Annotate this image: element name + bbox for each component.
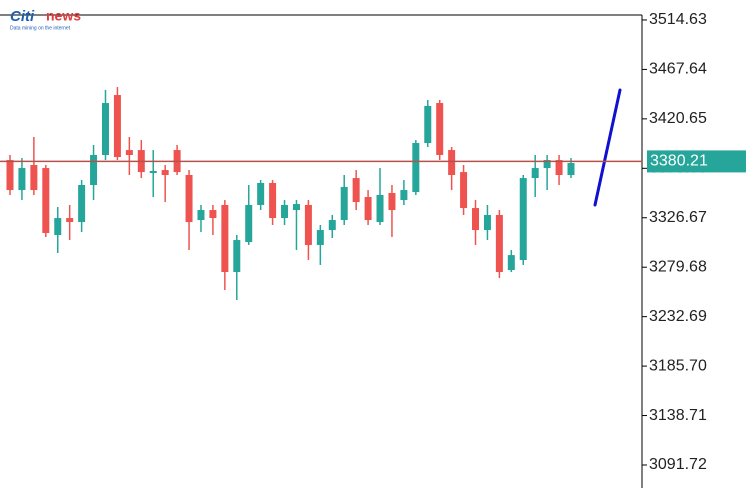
candle-body [6,160,14,191]
candle-body [197,210,205,221]
y-tick-label: 3279.68 [649,258,707,275]
candle-body [221,204,229,273]
candle-body [388,192,396,211]
candle-body [472,208,480,231]
price-label-box [647,150,746,173]
candle-body [30,165,38,191]
candle-body [245,204,253,243]
candle-body [209,210,217,219]
logo: Citi news Data mining on the internet [10,8,81,32]
candle-body [495,214,503,273]
candle-body [364,196,372,221]
y-tick-label: 3091.72 [649,456,707,473]
candle-body [101,103,109,156]
price-label: 3380.21 [650,153,708,170]
candle-body [185,174,193,223]
logo-brand: Citi [10,8,35,25]
candle-body [519,178,527,261]
candle-body [42,168,50,233]
y-tick-label: 3420.65 [649,110,707,127]
candle-body [90,155,98,185]
candle-body [448,150,456,175]
candle-body [555,160,563,175]
candle-body [233,240,241,273]
candle-body [292,204,300,211]
logo-tagline: Data mining on the internet [10,25,71,31]
candle-body [125,150,133,156]
candle-body [304,204,312,245]
candle-body [507,255,515,271]
candle-body [400,190,408,201]
y-tick-label: 3514.63 [649,11,707,28]
candle-body [66,218,74,223]
candle-body [113,95,121,158]
y-tick-label: 3232.69 [649,308,707,325]
y-tick-label: 3467.64 [649,61,707,78]
forecast-line [593,88,622,207]
candle-body [269,182,277,219]
y-tick-label: 3138.71 [649,407,707,424]
candle-body [54,218,62,235]
candle-body [316,230,324,245]
candle-body [352,178,360,203]
candle-body [149,170,157,173]
y-tick-label: 3326.67 [649,209,707,226]
y-tick-label: 3185.70 [649,357,707,374]
candle-body [424,105,432,144]
candle-body [281,204,289,219]
candle-body [531,168,539,179]
candle-body [483,214,491,231]
candle-body [328,220,336,231]
candle-body [376,194,384,223]
candle-body [436,103,444,156]
candle-body [543,160,551,169]
candle-body [340,186,348,221]
logo-brand2: news [46,8,81,24]
candle-body [412,143,420,193]
candle-body [257,182,265,205]
candle-body [460,172,468,209]
candle-body [18,168,26,191]
candle-body [78,184,86,223]
candle-body [161,170,169,175]
candle-body [567,163,575,175]
